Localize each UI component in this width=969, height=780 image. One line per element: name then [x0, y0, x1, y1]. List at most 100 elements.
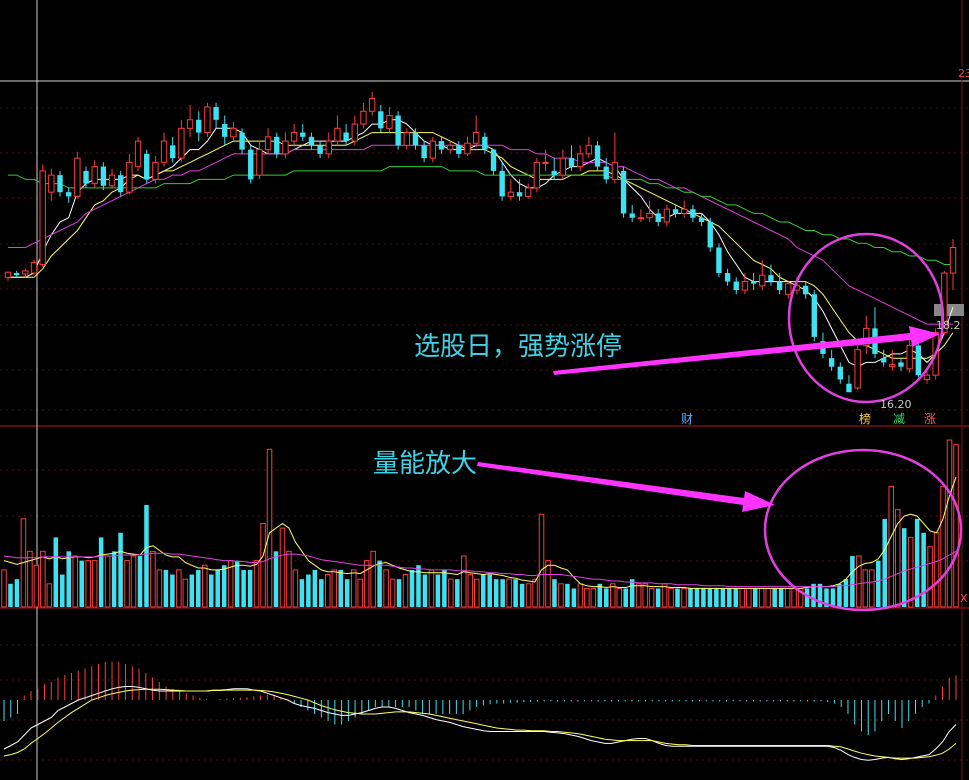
candle-body [828, 358, 835, 367]
candle-body [13, 273, 20, 276]
price-ma-line [8, 166, 953, 265]
candle-body [846, 383, 852, 393]
volume-bar [733, 588, 739, 607]
candle-body [681, 208, 688, 214]
candle-body [776, 281, 783, 291]
candle-body [386, 115, 393, 129]
volume-bar [616, 587, 623, 608]
volume-bar [765, 587, 771, 608]
volume-bar [331, 569, 338, 608]
volume-bar [66, 551, 72, 607]
candle-body [282, 140, 289, 155]
volume-bar [215, 569, 220, 607]
volume-bar [882, 518, 888, 607]
volume-bar [532, 578, 538, 608]
volume-bar [584, 587, 590, 608]
candle-body [108, 174, 116, 187]
volume-bar [144, 504, 149, 607]
volume-bar [811, 583, 816, 607]
candle-body [57, 175, 63, 193]
volume-bar [642, 583, 648, 608]
candle-body [906, 344, 913, 370]
candle-body [395, 115, 401, 146]
volume-bar [53, 537, 59, 607]
volume-bar [648, 587, 655, 608]
volume-bar [927, 546, 933, 608]
candle-body [811, 294, 817, 337]
candle-body [741, 281, 749, 291]
volume-bar [79, 560, 84, 607]
volume-bar [739, 587, 746, 608]
volume-bar [273, 551, 279, 607]
volume-bar [14, 579, 20, 607]
volume-bar [597, 583, 603, 607]
volume-bar [609, 583, 616, 608]
candle-body [91, 166, 98, 185]
candle-body [222, 124, 228, 137]
volume-bar [409, 569, 415, 607]
candle-body [230, 127, 237, 138]
volume-bar [629, 579, 635, 607]
candle-body [863, 327, 870, 346]
candle-body [213, 107, 219, 120]
volume-bar [156, 569, 163, 608]
volume-bar [590, 587, 597, 608]
candle-body [620, 170, 627, 214]
candle-body [551, 170, 557, 176]
price-highlight-circle [787, 232, 945, 404]
volume-bar [98, 537, 104, 607]
volume-bar [752, 588, 758, 607]
candle-body [368, 98, 376, 112]
volume-bar [907, 536, 914, 608]
volume-bar [694, 588, 700, 607]
volume-bar [552, 579, 557, 607]
candle-body [325, 140, 332, 155]
candle-body [178, 127, 185, 159]
volume-bar [389, 578, 396, 608]
current-price-label: 18.2 [936, 319, 961, 332]
candle-body [144, 153, 150, 180]
volume-bar [837, 583, 842, 607]
volume-bar [791, 587, 797, 608]
candle-body [126, 161, 133, 193]
volume-bar [448, 578, 454, 608]
macd-dif-line [3, 686, 957, 761]
volume-bar [46, 583, 53, 608]
volume-bar [428, 569, 435, 608]
volume-bar [888, 485, 895, 608]
price-ma-line [8, 132, 954, 359]
volume-bar [402, 574, 409, 608]
volume-bar [370, 550, 376, 608]
volume-bar [804, 588, 810, 607]
volume-bar [824, 588, 829, 607]
volume-bar [940, 485, 946, 608]
volume-bar [784, 587, 791, 608]
candle-body [438, 141, 445, 150]
candle-body [559, 157, 567, 176]
volume-bar [817, 583, 823, 607]
volume-ma-line [3, 550, 957, 588]
volume-bar [266, 448, 273, 608]
volume-bar [778, 588, 784, 607]
candle-body [672, 209, 679, 214]
volume-bar [901, 528, 907, 607]
candle-body [759, 274, 766, 287]
volume-bar [435, 574, 441, 607]
volume-arrow [477, 462, 775, 512]
volume-bar [500, 579, 505, 607]
candle-body [568, 158, 575, 167]
candle-body [585, 144, 593, 155]
candle-body [854, 349, 861, 389]
candle-body [429, 140, 437, 159]
volume-bar [720, 588, 726, 607]
volume-bar [506, 578, 512, 608]
candle-body [663, 208, 671, 223]
volume-bar [1, 569, 7, 608]
volume-bar [604, 588, 609, 607]
volume-bar [189, 574, 195, 607]
volume-bar [363, 560, 370, 608]
volume-bar [176, 569, 182, 608]
candle-body [472, 132, 480, 144]
candle-body [655, 213, 661, 222]
candle-body [524, 187, 532, 197]
